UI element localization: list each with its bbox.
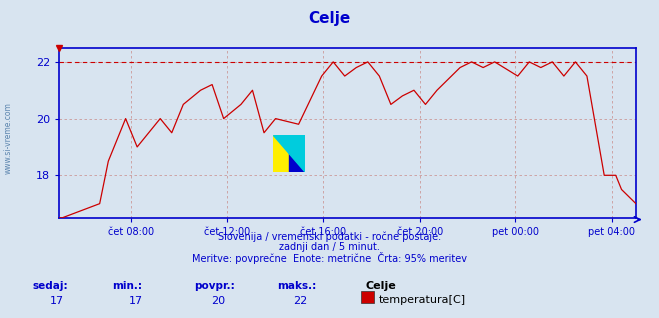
Text: maks.:: maks.: [277, 281, 316, 291]
Bar [273, 135, 289, 172]
Bar [289, 135, 305, 172]
Text: www.si-vreme.com: www.si-vreme.com [4, 102, 13, 174]
Text: zadnji dan / 5 minut.: zadnji dan / 5 minut. [279, 242, 380, 252]
Text: 22: 22 [293, 296, 308, 306]
Text: Celje: Celje [308, 11, 351, 26]
Text: Slovenija / vremenski podatki - ročne postaje.: Slovenija / vremenski podatki - ročne po… [218, 232, 441, 242]
Text: min.:: min.: [112, 281, 142, 291]
Text: sedaj:: sedaj: [33, 281, 69, 291]
Text: 17: 17 [129, 296, 142, 306]
Polygon shape [273, 135, 305, 172]
Text: temperatura[C]: temperatura[C] [378, 295, 465, 305]
Text: Celje: Celje [366, 281, 397, 291]
Text: 20: 20 [211, 296, 225, 306]
Text: 17: 17 [49, 296, 63, 306]
Text: Meritve: povprečne  Enote: metrične  Črta: 95% meritev: Meritve: povprečne Enote: metrične Črta:… [192, 252, 467, 264]
Text: povpr.:: povpr.: [194, 281, 235, 291]
